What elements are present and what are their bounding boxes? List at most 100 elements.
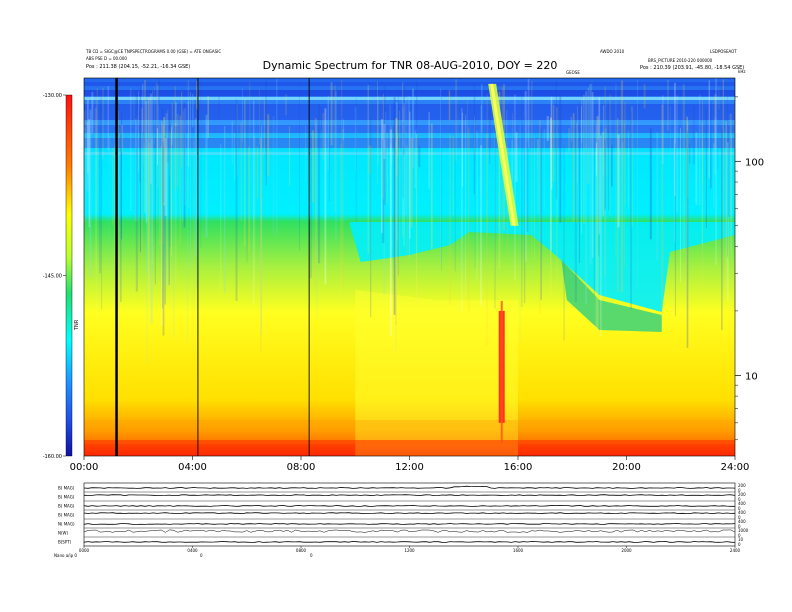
spectral-column: [727, 95, 728, 257]
spectral-column: [397, 89, 399, 276]
bottom-small-1: 0: [200, 553, 203, 558]
spectral-column: [205, 114, 208, 238]
spectral-column: [246, 111, 248, 263]
colorbar-tick-label: -145.00: [43, 274, 62, 280]
colorbar: -130.00 -145.00 -160.00 TNR: [43, 93, 80, 460]
spectral-column: [393, 97, 396, 315]
spectral-column: [604, 86, 606, 276]
spectral-column: [149, 93, 152, 184]
spectral-column: [108, 146, 110, 271]
spectral-column: [194, 118, 197, 257]
spectral-column: [441, 90, 442, 271]
spectral-column: [163, 117, 166, 206]
spectral-band: [84, 125, 735, 133]
spectral-band: [84, 97, 735, 100]
spectral-column: [714, 117, 716, 175]
spectral-column: [146, 146, 148, 364]
panel-label: B( MAG): [58, 504, 75, 509]
spectral-column: [403, 86, 405, 155]
spectral-column: [152, 135, 154, 205]
spectral-column: [383, 124, 386, 159]
spectral-column: [200, 79, 202, 249]
spectral-column: [493, 132, 495, 285]
spectral-column: [139, 111, 141, 182]
spectral-column: [395, 118, 397, 325]
spectral-column: [474, 116, 475, 155]
header-left-line-1: TB CD = SIGC@CE TNPSPECTROGRAMS 0.00 (GS…: [85, 49, 221, 54]
spectral-column: [414, 130, 416, 188]
header-left-line-2: ABS PSE D = 00.000: [86, 56, 127, 61]
spectral-column: [187, 134, 188, 343]
panel-trace: [83, 494, 736, 497]
spectral-column: [611, 145, 613, 187]
spectral-column: [241, 88, 243, 142]
spectral-column: [725, 121, 728, 291]
spectral-column: [187, 80, 190, 208]
chart-title: Dynamic Spectrum for TNR 08-AUG-2010, DO…: [263, 59, 558, 72]
spectral-column: [121, 112, 122, 240]
colorbar-label: TNR: [74, 319, 80, 331]
spectral-column: [553, 105, 555, 182]
spectral-column: [316, 124, 318, 319]
spectral-column: [154, 86, 155, 145]
x-tick-label: 08:00: [287, 462, 316, 473]
spectral-column: [285, 94, 287, 116]
spectral-column: [354, 106, 357, 172]
spectral-column: [162, 108, 164, 309]
panel-right-tick: 400: [738, 501, 746, 506]
panel-right-tick: 200: [738, 492, 746, 497]
spectral-column: [175, 102, 177, 127]
spectral-column: [111, 147, 114, 225]
spectral-column: [265, 78, 267, 186]
spectral-column: [383, 85, 386, 205]
spectral-column: [550, 118, 552, 252]
spectral-column: [109, 136, 111, 165]
spectral-column: [235, 99, 238, 301]
spectral-column: [260, 138, 262, 352]
bottom-small-2: 0: [310, 553, 313, 558]
spectral-column: [168, 130, 170, 177]
spectral-column: [454, 119, 456, 272]
y-tick-label: 10: [745, 371, 758, 382]
spectral-column: [643, 84, 646, 109]
header-right-line-2: LSDPOSEAOT: [710, 49, 737, 54]
spectral-column: [449, 134, 451, 305]
spectral-column: [96, 88, 98, 213]
spectral-column: [589, 83, 592, 265]
spectral-column: [174, 86, 176, 191]
spectral-band: [84, 90, 735, 96]
spectral-column: [585, 91, 587, 304]
spectral-column: [169, 106, 171, 247]
spectral-column: [91, 91, 94, 134]
bottom-tick-label: 0000: [79, 548, 90, 553]
spectral-column: [428, 112, 430, 189]
spectral-column: [661, 104, 664, 314]
spectral-column: [461, 108, 463, 313]
panel-label: N(W): [58, 531, 69, 536]
spectral-column: [207, 96, 209, 138]
spectral-column: [101, 97, 103, 310]
panel-label: B( MAG): [58, 486, 75, 491]
header-mid-label: GEOSE: [566, 70, 580, 75]
spectral-column: [593, 146, 595, 296]
spectral-column: [519, 125, 521, 343]
panel-trace: [83, 523, 736, 525]
header-right-line-3: BRS_PICTURE 2010-220 000000: [648, 58, 713, 63]
spectral-column: [430, 123, 433, 249]
spectral-column: [461, 138, 463, 273]
spectral-column: [686, 130, 689, 348]
x-tick-label: 16:00: [504, 462, 533, 473]
spectral-column: [587, 87, 590, 185]
spectral-column: [606, 124, 608, 178]
panel-label: B( MAG): [58, 495, 75, 500]
panel-right-tick: 0: [738, 515, 741, 520]
spectral-column: [144, 80, 146, 213]
spectral-column: [399, 110, 401, 286]
header-left-line-3: Pos : 211.38 (204.15, -52.21, -16.34 GSE…: [86, 64, 190, 70]
spectral-column: [550, 117, 552, 296]
panel-right-tick: 0: [738, 506, 741, 511]
spectral-column: [481, 84, 483, 133]
spectral-column: [546, 116, 549, 141]
spectral-column: [452, 136, 454, 216]
